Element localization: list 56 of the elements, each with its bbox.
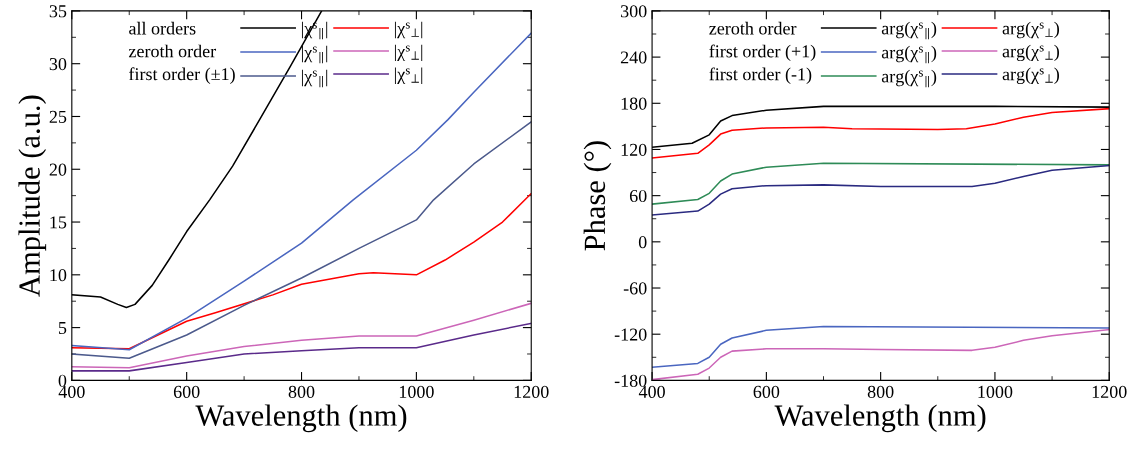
x-tick-label: 600	[753, 385, 780, 398]
line-series	[652, 164, 1110, 216]
legend-label: |χ$^{s}$$_{∥}$|	[301, 45, 328, 64]
legend-label: arg(χ$^{s}$$_{⊥}$)	[1002, 44, 1060, 62]
y-tick-label: 25	[49, 110, 67, 123]
line-series	[71, 302, 532, 369]
y-tick-label: 0	[638, 236, 647, 249]
x-axis-title: Wavelength (nm)	[195, 404, 407, 433]
line-series	[652, 325, 1110, 369]
y-tick-label: -60	[623, 282, 647, 295]
legend-label: |χ$^{s}$$_{⊥}$|	[394, 67, 423, 85]
line-series	[71, 120, 532, 359]
line-series	[652, 107, 1110, 159]
annotation: first order (±1)	[129, 67, 235, 84]
y-tick-label: 180	[621, 97, 647, 110]
y-tick-label: 15	[50, 216, 67, 229]
x-tick-label: 1000	[978, 385, 1013, 398]
annotation: zeroth order	[128, 44, 217, 58]
annotation: first order (+1)	[709, 44, 816, 62]
legend-label: arg(χ$^{s}$$_{⊥}$)	[1002, 67, 1060, 85]
x-tick-label: 1200	[1092, 385, 1127, 398]
y-tick-label: 300	[621, 5, 647, 18]
y-tick-label: 120	[621, 143, 647, 156]
y-tick-label: 30	[49, 57, 67, 71]
x-tick-label: 800	[867, 385, 894, 398]
y-tick-label: 60	[629, 189, 647, 203]
line-series	[71, 192, 532, 350]
legend-label: |χ$^{s}$$_{⊥}$|	[394, 21, 423, 39]
line-series	[71, 322, 532, 372]
y-axis-title: Phase (°)	[583, 141, 612, 251]
legend-label: arg(χ$^{s}$$_{⊥}$)	[1002, 21, 1060, 39]
y-tick-label: 10	[50, 269, 67, 282]
y-tick-label: 240	[620, 51, 647, 64]
x-tick-label: 1000	[399, 385, 434, 398]
x-tick-label: 400	[638, 385, 665, 398]
y-axis-title: Amplitude (a.u.)	[18, 95, 47, 297]
legend-label: |χ$^{s}$$_{∥}$|	[301, 69, 328, 88]
y-tick-label: 20	[49, 163, 67, 176]
x-tick-label: 400	[58, 385, 85, 398]
y-tick-label: -180	[614, 374, 647, 387]
y-tick-label: 0	[58, 374, 67, 387]
legend-label: arg(χ$^{s}$$_{∥}$)	[881, 69, 937, 88]
x-tick-label: 1200	[514, 385, 549, 398]
y-tick-label: 5	[58, 322, 67, 335]
annotation: zeroth order	[709, 21, 797, 35]
legend-label: arg(χ$^{s}$$_{∥}$)	[881, 21, 937, 40]
x-axis-title: Wavelength (nm)	[774, 404, 986, 433]
annotation: first order (-1)	[709, 67, 812, 84]
legend-label: |χ$^{s}$$_{⊥}$|	[394, 44, 423, 62]
line-series	[652, 162, 1110, 205]
annotation: all orders	[129, 21, 196, 35]
y-tick-label: 35	[49, 5, 67, 18]
y-tick-label: -120	[614, 328, 647, 341]
x-tick-label: 800	[288, 385, 315, 398]
x-tick-label: 600	[173, 385, 200, 398]
legend-label: arg(χ$^{s}$$_{∥}$)	[881, 45, 937, 64]
